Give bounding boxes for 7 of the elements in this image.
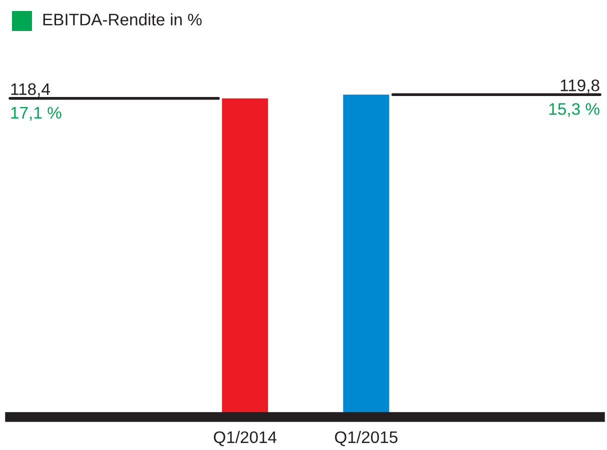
- data-label: 119,8: [560, 80, 600, 94]
- x-tick-label: Q1/2015: [335, 430, 398, 446]
- data-label: 118,4: [11, 83, 50, 98]
- legend-title: EBITDA-Rendite in %: [43, 13, 202, 26]
- text: 15,3 %: [549, 103, 600, 117]
- x-tick-label: Q1/2014: [214, 430, 277, 446]
- text: 17,1 %: [11, 106, 62, 121]
